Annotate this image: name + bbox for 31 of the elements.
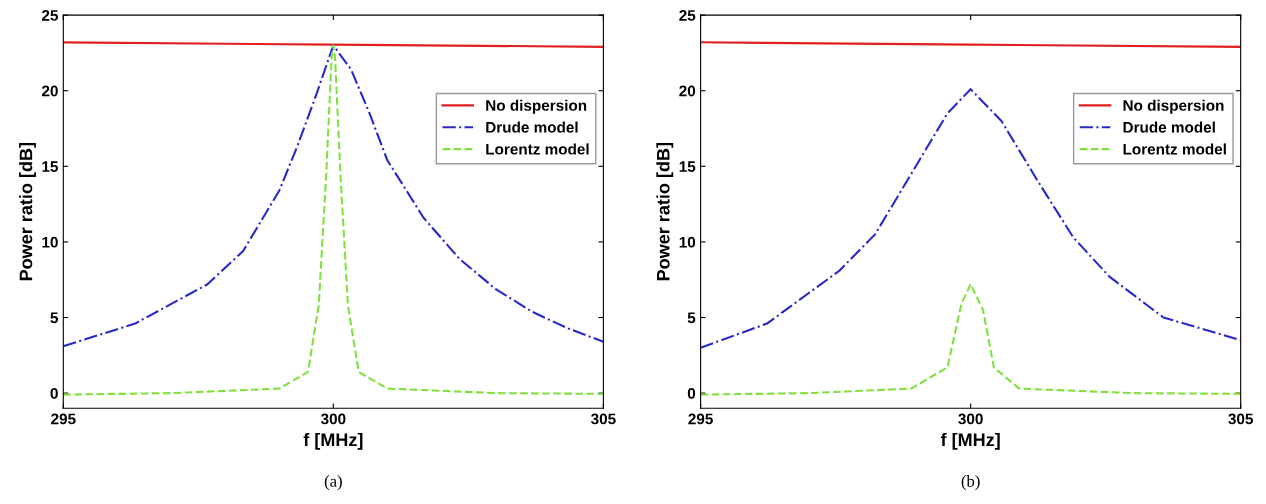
y-tick-label: 5 bbox=[50, 312, 59, 324]
x-tick-label: 295 bbox=[51, 413, 76, 425]
y-tick-label: 20 bbox=[41, 85, 58, 97]
y-tick-label: 10 bbox=[42, 236, 58, 248]
legend-label: Lorentz model bbox=[486, 143, 589, 155]
y-tick-label: 15 bbox=[679, 161, 696, 173]
text: (b) bbox=[961, 475, 980, 491]
y-axis-title: Power ratio [dB] bbox=[656, 142, 674, 281]
x-tick-label: 300 bbox=[320, 413, 346, 425]
line-series bbox=[700, 283, 1241, 396]
y-tick-label: 20 bbox=[679, 85, 696, 97]
y-tick-label: 0 bbox=[50, 387, 58, 399]
y-axis-title: Power ratio [dB] bbox=[19, 142, 36, 281]
y-tick-label: 25 bbox=[41, 9, 59, 21]
x-axis-title: f [MHz] bbox=[940, 432, 1000, 450]
y-tick-label: 0 bbox=[687, 387, 696, 399]
x-tick-label: 300 bbox=[958, 413, 983, 425]
x-axis-title: f [MHz] bbox=[303, 432, 363, 450]
y-tick-label: 10 bbox=[679, 236, 696, 248]
legend-label: No dispersion bbox=[486, 99, 587, 114]
legend-label: No dispersion bbox=[1123, 99, 1224, 114]
x-tick-label: 295 bbox=[688, 413, 713, 425]
legend-label: Drude model bbox=[1123, 121, 1215, 133]
legend-label: Lorentz model bbox=[1123, 143, 1226, 155]
text: (a) bbox=[324, 475, 342, 491]
y-tick-label: 5 bbox=[687, 312, 696, 324]
x-tick-label: 305 bbox=[1228, 413, 1253, 425]
y-tick-label: 15 bbox=[42, 161, 59, 173]
y-tick-label: 25 bbox=[679, 9, 696, 21]
x-tick-label: 305 bbox=[590, 413, 616, 425]
legend-label: Drude model bbox=[486, 121, 578, 133]
